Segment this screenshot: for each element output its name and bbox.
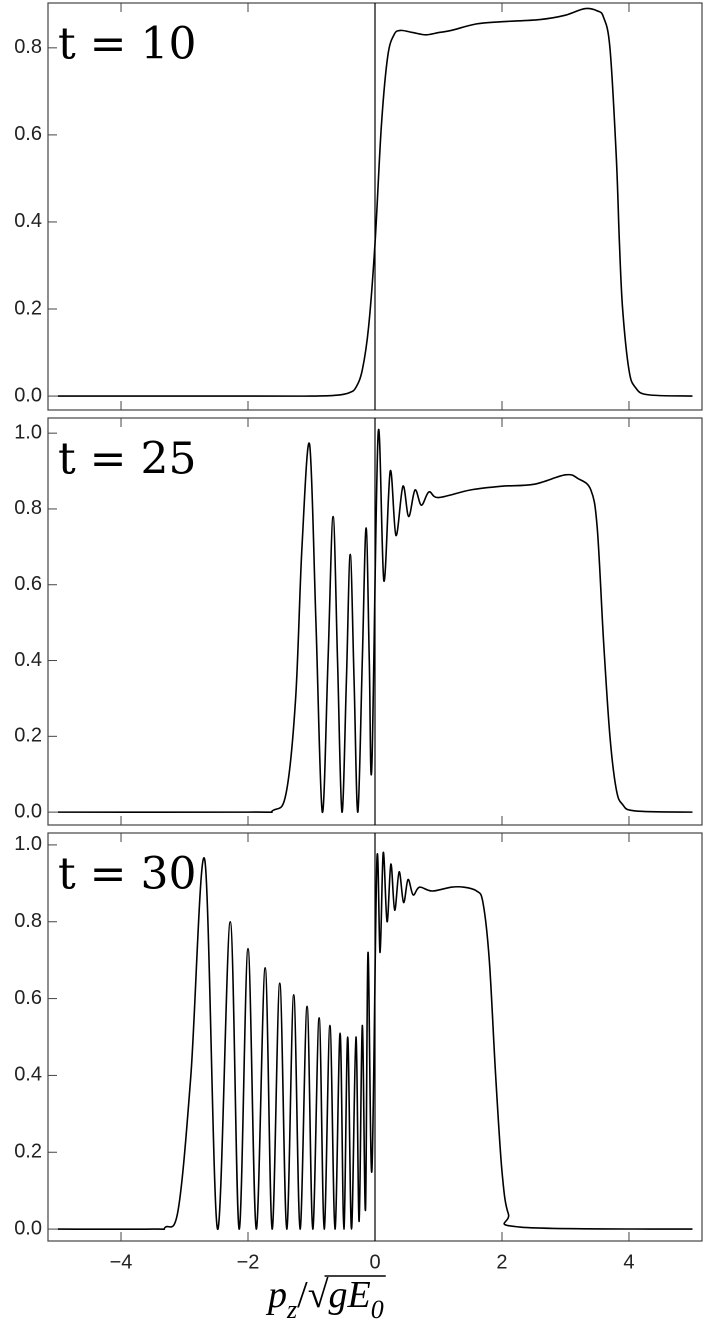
- x-tick-label: 2: [496, 1251, 507, 1273]
- x-tick-label: −4: [110, 1251, 133, 1273]
- y-tick-label: 0.6: [14, 573, 42, 595]
- y-tick-label: 1.0: [14, 421, 42, 443]
- data-line: [57, 7, 693, 397]
- data-line: [57, 851, 693, 1231]
- y-tick-label: 0.4: [14, 210, 42, 232]
- x-axis-label-part: p: [265, 1274, 287, 1316]
- x-axis-label-part: z: [286, 1295, 297, 1324]
- y-tick-label: 0.0: [14, 1217, 42, 1239]
- y-tick-label: 0.2: [14, 725, 42, 747]
- x-axis-label: pz/√gE0: [265, 1274, 384, 1325]
- x-tick-label: 4: [623, 1251, 634, 1273]
- y-tick-label: 0.8: [14, 36, 42, 58]
- x-axis-label-part: /: [297, 1274, 308, 1316]
- y-tick-label: 0.2: [14, 297, 42, 319]
- y-tick-label: 0.0: [14, 384, 42, 406]
- panel-label: t = 25: [58, 434, 197, 485]
- y-tick-label: 1.0: [14, 833, 42, 855]
- y-tick-label: 0.4: [14, 1064, 42, 1086]
- x-tick-label: −2: [237, 1251, 260, 1273]
- panel-label: t = 30: [58, 849, 197, 900]
- x-axis-label-part: 0: [371, 1295, 384, 1324]
- x-tick-label: 0: [369, 1251, 380, 1273]
- y-tick-label: 0.6: [14, 987, 42, 1009]
- x-axis-label-part: gE: [329, 1274, 371, 1316]
- y-tick-label: 0.8: [14, 910, 42, 932]
- data-line: [57, 428, 693, 814]
- y-tick-label: 0.8: [14, 497, 42, 519]
- y-tick-label: 0.0: [14, 800, 42, 822]
- y-tick-label: 0.6: [14, 123, 42, 145]
- panel-label: t = 10: [58, 19, 197, 70]
- x-axis-label-part: √: [308, 1274, 329, 1316]
- y-tick-label: 0.4: [14, 649, 42, 671]
- y-tick-label: 0.2: [14, 1141, 42, 1163]
